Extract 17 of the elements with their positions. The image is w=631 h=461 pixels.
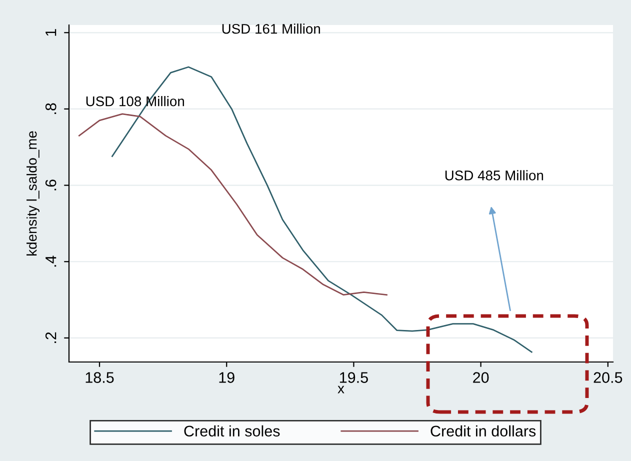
x-axis-title: x	[338, 386, 344, 394]
x-tick-label: 19.5	[340, 372, 368, 383]
y-tick-label: 1	[46, 29, 56, 36]
x-tick-label: 20	[473, 372, 489, 383]
annotation: USD 161 Million	[222, 24, 320, 34]
y-tick-label: .4	[46, 256, 56, 267]
y-tick-label: .8	[45, 103, 56, 114]
y-tick-label: .6	[45, 180, 56, 190]
x-tick-label: 20.5	[594, 372, 622, 383]
annotation: USD 485 Million	[445, 170, 544, 180]
y-axis-title: kdensity l_saldo_me	[26, 131, 40, 256]
x-tick-label: 18.5	[86, 372, 114, 383]
y-tick-label: .2	[45, 332, 56, 343]
legend-label: Credit in dollars	[430, 425, 536, 437]
x-tick-label: 19	[219, 372, 234, 383]
line-series	[78, 113, 388, 296]
legend-label: Credit in soles	[184, 425, 280, 437]
